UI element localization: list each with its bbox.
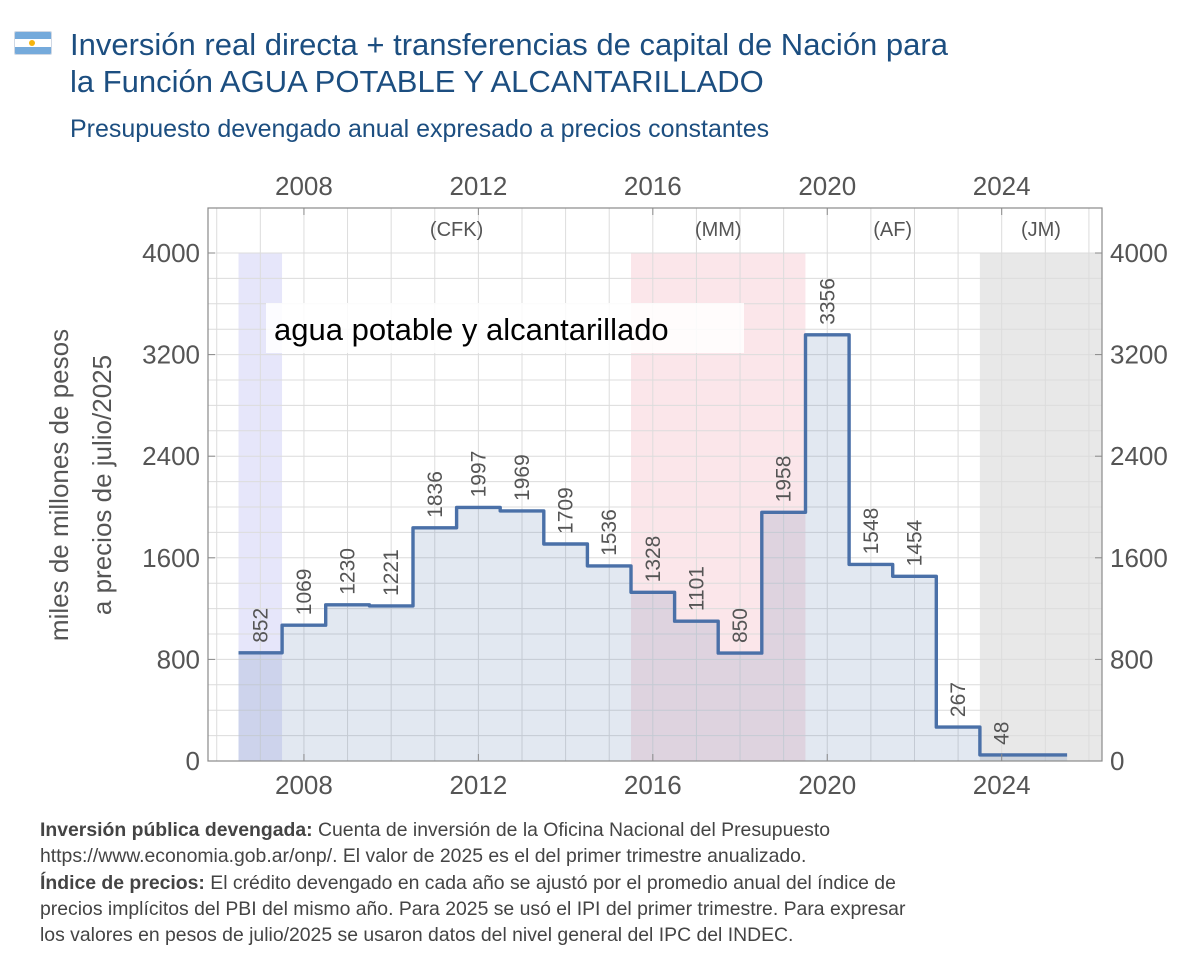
note-investment-text: Cuenta de inversión de la Oficina Nacion… bbox=[312, 819, 831, 841]
data-label: 48 bbox=[991, 722, 1014, 745]
data-label: 1969 bbox=[511, 454, 534, 501]
note-line-2: https://www.economia.gob.ar/onp/. El val… bbox=[40, 845, 807, 868]
chart-annotation: agua potable y alcantarillado bbox=[274, 312, 669, 347]
source-notes: Inversión pública devengada: Cuenta de i… bbox=[40, 817, 1170, 948]
data-label: 1328 bbox=[642, 536, 665, 583]
note-line-3: Índice de precios: El crédito devengado … bbox=[40, 870, 1170, 896]
period-label: (AF) bbox=[873, 219, 912, 241]
series-area bbox=[238, 334, 1068, 761]
x-tick-label-top: 2020 bbox=[798, 171, 856, 201]
data-label: 1454 bbox=[903, 519, 926, 566]
y-axis-title-line-1: miles de millones de pesos bbox=[44, 329, 74, 641]
data-label: 1230 bbox=[337, 548, 360, 595]
data-label: 852 bbox=[249, 608, 272, 643]
data-label: 850 bbox=[729, 608, 752, 643]
note-prices-text: El crédito devengado en cada año se ajus… bbox=[204, 871, 896, 894]
y-tick-label-left: 0 bbox=[186, 746, 200, 776]
y-tick-label-left: 3200 bbox=[142, 340, 200, 370]
x-tick-label-top: 2016 bbox=[624, 171, 682, 201]
y-tick-label-right: 3200 bbox=[1110, 340, 1168, 370]
y-tick-label-left: 1600 bbox=[142, 543, 200, 573]
step-line-chart: (CFK) (MM) (AF) (JM) 852 1069 1230 1221 1836 1997… bbox=[44, 171, 1168, 800]
x-tick-label-bottom: 2016 bbox=[624, 770, 682, 800]
x-tick-label-top: 2024 bbox=[973, 171, 1031, 201]
y-tick-label-left: 2400 bbox=[142, 441, 200, 471]
data-label: 1997 bbox=[467, 451, 490, 498]
x-tick-label-top: 2008 bbox=[275, 171, 333, 201]
y-axis-title-line-2: a precios de julio/2025 bbox=[87, 355, 117, 615]
argentina-flag-icon bbox=[14, 31, 52, 55]
y-tick-label-right: 0 bbox=[1110, 746, 1124, 776]
series-line bbox=[238, 333, 1068, 757]
note-line-5: los valores en pesos de julio/2025 se us… bbox=[40, 924, 794, 947]
period-label: (CFK) bbox=[430, 219, 483, 241]
x-tick-label-bottom: 2008 bbox=[275, 770, 333, 800]
note-prices-heading: Índice de precios: bbox=[40, 871, 205, 894]
y-tick-label-right: 2400 bbox=[1110, 441, 1168, 471]
data-label: 1709 bbox=[555, 487, 578, 534]
y-tick-label-left: 4000 bbox=[142, 238, 200, 268]
note-line-1: Inversión pública devengada: Cuenta de i… bbox=[40, 817, 1170, 843]
annotation-background bbox=[266, 303, 744, 353]
plot-frame bbox=[207, 207, 1103, 762]
data-label: 1101 bbox=[685, 566, 708, 611]
data-label: 3356 bbox=[816, 278, 839, 325]
data-label: 1536 bbox=[598, 509, 621, 556]
data-label: 1221 bbox=[380, 549, 403, 596]
x-tick-label-bottom: 2024 bbox=[973, 770, 1031, 800]
title-line-1: Inversión real directa + transferencias … bbox=[70, 27, 948, 62]
title-line-2: la Función AGUA POTABLE Y ALCANTARILLADO bbox=[70, 64, 764, 99]
data-label: 1548 bbox=[860, 508, 883, 555]
period-label: (MM) bbox=[695, 219, 742, 241]
y-tick-label-left: 800 bbox=[157, 644, 200, 674]
period-label: (JM) bbox=[1021, 219, 1061, 241]
y-tick-label-right: 1600 bbox=[1110, 543, 1168, 573]
data-label: 1836 bbox=[424, 471, 447, 518]
x-tick-label-bottom: 2020 bbox=[798, 770, 856, 800]
chart-title: Inversión real directa + transferencias … bbox=[70, 26, 1170, 100]
note-investment-heading: Inversión pública devengada: bbox=[40, 819, 313, 841]
data-label: 1069 bbox=[293, 569, 316, 616]
x-tick-label-bottom: 2012 bbox=[449, 770, 507, 800]
y-tick-label-right: 4000 bbox=[1110, 238, 1168, 268]
chart-subtitle: Presupuesto devengado anual expresado a … bbox=[70, 115, 770, 143]
data-label: 1958 bbox=[773, 456, 796, 503]
x-tick-label-top: 2012 bbox=[449, 171, 507, 201]
note-line-4: precios implícitos del PBI del mismo año… bbox=[40, 897, 906, 920]
y-tick-label-right: 800 bbox=[1110, 644, 1153, 674]
data-label: 267 bbox=[947, 682, 970, 717]
